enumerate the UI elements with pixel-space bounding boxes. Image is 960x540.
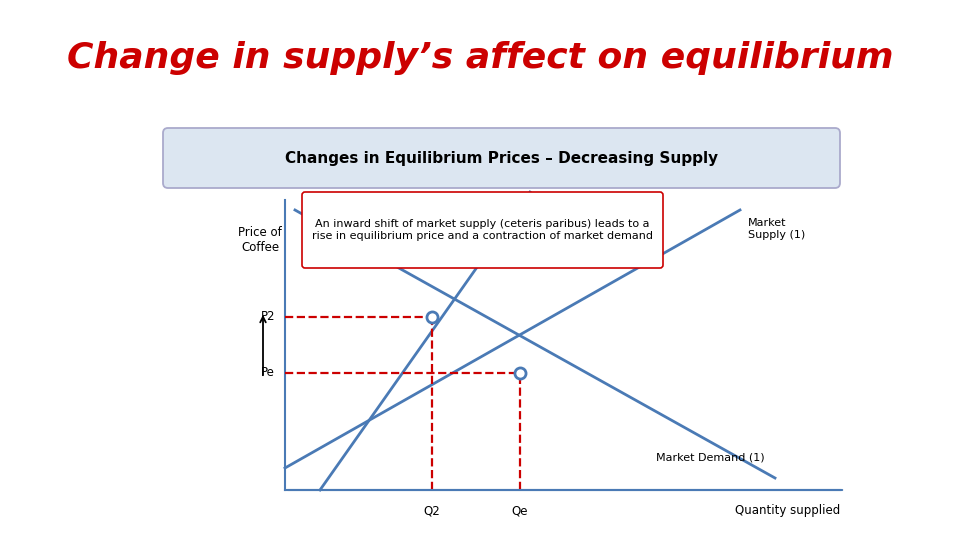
Text: Change in supply’s affect on equilibrium: Change in supply’s affect on equilibrium <box>67 41 893 75</box>
Text: Quantity supplied: Quantity supplied <box>734 504 840 517</box>
Text: Q2: Q2 <box>423 504 441 517</box>
Text: Qe: Qe <box>512 504 528 517</box>
Text: Market
Supply (1): Market Supply (1) <box>748 218 805 240</box>
Text: Market
Supply (2): Market Supply (2) <box>538 227 595 248</box>
Text: P2: P2 <box>260 310 275 323</box>
FancyBboxPatch shape <box>163 128 840 188</box>
Text: An inward shift of market supply (ceteris paribus) leads to a
rise in equilibriu: An inward shift of market supply (ceteri… <box>312 219 653 241</box>
Text: Pe: Pe <box>261 367 275 380</box>
Text: Changes in Equilibrium Prices – Decreasing Supply: Changes in Equilibrium Prices – Decreasi… <box>285 151 718 165</box>
FancyBboxPatch shape <box>302 192 663 268</box>
Text: Market Demand (1): Market Demand (1) <box>657 453 765 463</box>
Text: Price of
Coffee: Price of Coffee <box>238 226 282 254</box>
